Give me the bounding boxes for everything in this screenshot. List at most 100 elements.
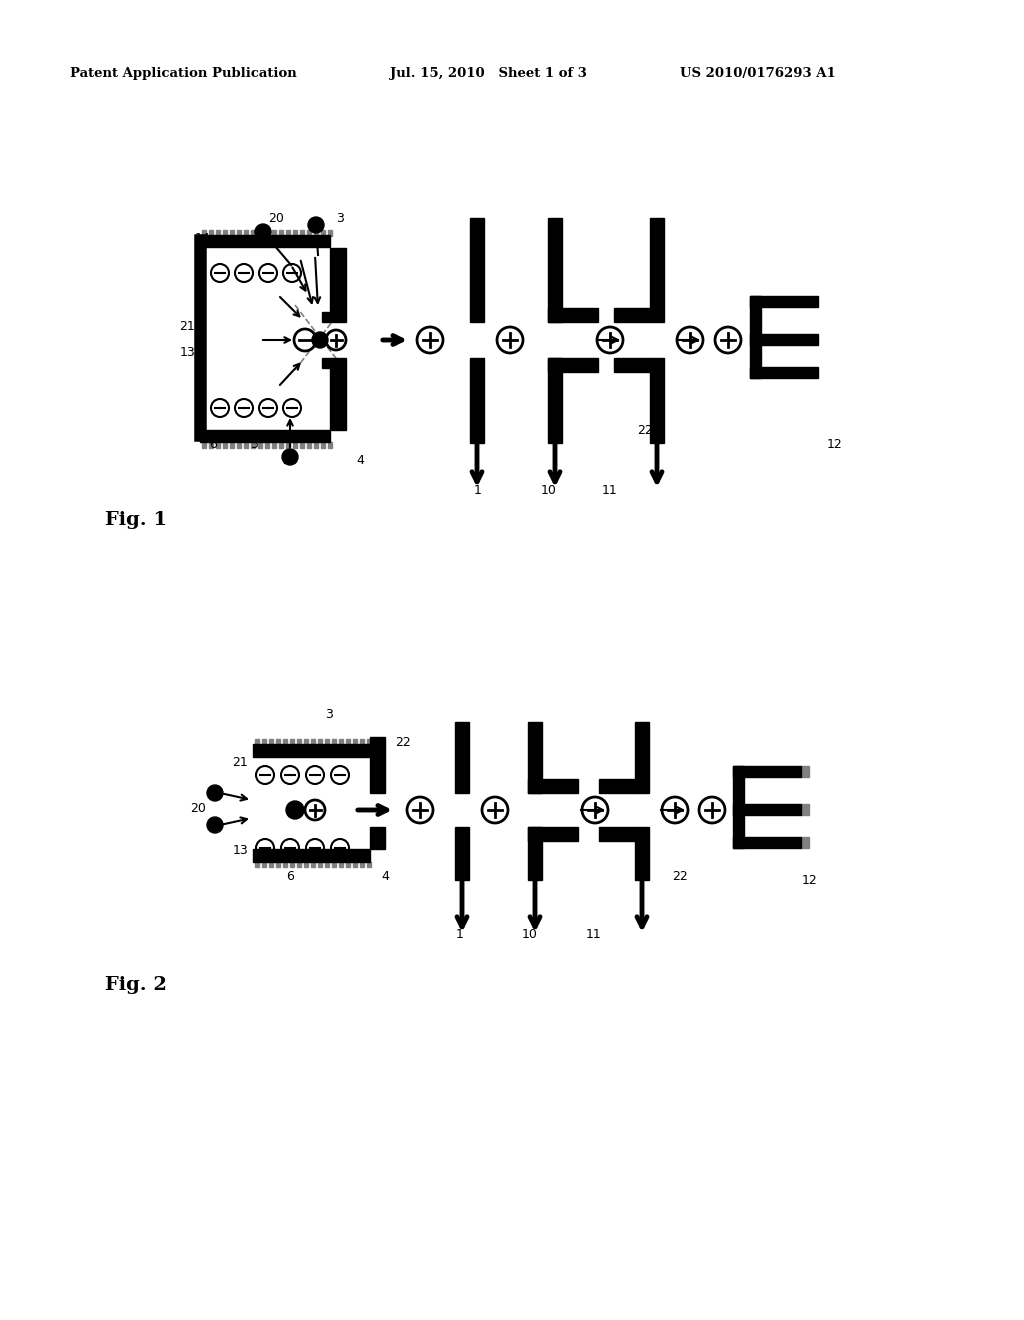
Bar — [272, 442, 276, 447]
Bar — [353, 739, 357, 744]
Bar — [200, 430, 330, 442]
Bar — [733, 804, 801, 814]
Bar — [255, 739, 259, 744]
Bar — [286, 442, 290, 447]
Bar — [262, 862, 266, 867]
Bar — [244, 442, 248, 447]
Bar — [269, 862, 273, 867]
Bar — [455, 722, 469, 793]
Bar — [230, 230, 234, 236]
Bar — [750, 367, 818, 378]
Text: 6: 6 — [286, 870, 294, 883]
Circle shape — [286, 801, 304, 818]
Bar — [283, 739, 287, 744]
Bar — [325, 739, 329, 744]
Bar — [253, 744, 370, 756]
Bar — [314, 230, 318, 236]
Bar — [332, 862, 336, 867]
Text: 11: 11 — [602, 483, 617, 496]
Bar — [251, 230, 255, 236]
Bar — [297, 862, 301, 867]
Bar — [322, 358, 330, 368]
Bar — [311, 739, 315, 744]
Bar — [322, 312, 330, 322]
Bar — [253, 849, 370, 862]
Bar — [272, 230, 276, 236]
Bar — [258, 442, 262, 447]
Bar — [528, 828, 578, 841]
Bar — [265, 442, 269, 447]
Bar — [339, 862, 343, 867]
Circle shape — [312, 333, 328, 348]
Bar — [262, 739, 266, 744]
Bar — [750, 296, 818, 308]
Bar — [528, 779, 578, 793]
Text: 22: 22 — [395, 735, 411, 748]
Bar — [750, 296, 761, 378]
Bar — [353, 862, 357, 867]
Bar — [650, 358, 664, 444]
Bar — [290, 739, 294, 744]
Bar — [325, 862, 329, 867]
Bar — [599, 779, 635, 793]
Bar — [244, 230, 248, 236]
Bar — [346, 739, 350, 744]
Circle shape — [282, 449, 298, 465]
Text: 20: 20 — [268, 211, 284, 224]
Text: Patent Application Publication: Patent Application Publication — [70, 67, 297, 81]
Text: US 2010/0176293 A1: US 2010/0176293 A1 — [680, 67, 836, 81]
Bar — [801, 766, 809, 777]
Circle shape — [308, 216, 324, 234]
Bar — [367, 862, 371, 867]
Bar — [321, 230, 325, 236]
Bar — [258, 230, 262, 236]
Bar — [328, 230, 332, 236]
Bar — [360, 739, 364, 744]
Text: 21: 21 — [232, 755, 248, 768]
Bar — [223, 442, 227, 447]
Text: 11: 11 — [586, 928, 602, 941]
Bar — [311, 862, 315, 867]
Bar — [251, 442, 255, 447]
Bar — [304, 862, 308, 867]
Text: 20: 20 — [282, 454, 298, 466]
Bar — [733, 766, 744, 847]
Bar — [614, 358, 650, 372]
Bar — [286, 230, 290, 236]
Text: 13: 13 — [232, 843, 248, 857]
Bar — [293, 442, 297, 447]
Bar — [360, 862, 364, 867]
Bar — [237, 442, 241, 447]
Bar — [202, 230, 206, 236]
Bar — [223, 230, 227, 236]
Text: 13: 13 — [179, 346, 195, 359]
Bar — [330, 248, 346, 322]
Text: 5: 5 — [251, 438, 259, 451]
Bar — [209, 442, 213, 447]
Bar — [318, 739, 322, 744]
Bar — [367, 739, 371, 744]
Bar — [279, 442, 283, 447]
Bar — [321, 442, 325, 447]
Text: 10: 10 — [541, 483, 557, 496]
Text: 10: 10 — [522, 928, 538, 941]
Text: 1: 1 — [456, 928, 464, 941]
Text: 4: 4 — [356, 454, 364, 466]
Bar — [614, 308, 650, 322]
Bar — [255, 862, 259, 867]
Circle shape — [207, 785, 223, 801]
Bar — [283, 862, 287, 867]
Bar — [801, 804, 809, 814]
Bar — [635, 828, 649, 880]
Bar — [300, 230, 304, 236]
Bar — [276, 862, 280, 867]
Bar — [300, 442, 304, 447]
Bar — [314, 442, 318, 447]
Bar — [750, 334, 818, 345]
Bar — [548, 358, 598, 372]
Bar — [370, 737, 385, 793]
Bar — [330, 358, 346, 430]
Bar — [307, 442, 311, 447]
Bar — [635, 722, 649, 793]
Bar — [216, 230, 220, 236]
